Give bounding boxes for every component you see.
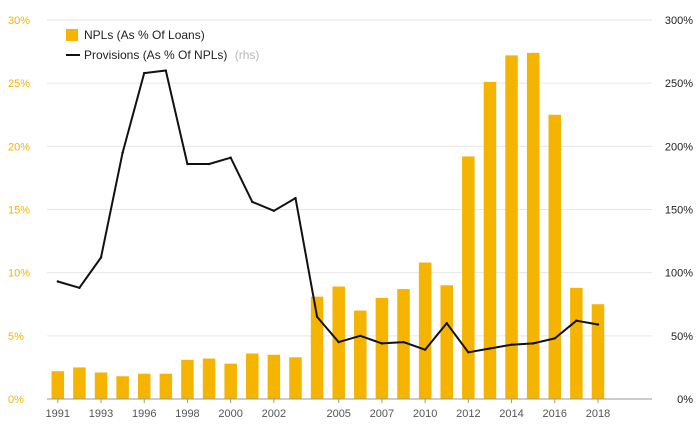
bar-npl: [591, 304, 605, 399]
y-tick-label-right: 0%: [677, 394, 693, 406]
point-provisions: [251, 200, 254, 204]
bar-npl: [181, 359, 194, 399]
point-provisions: [423, 348, 427, 351]
legend-label-provisions-main: Provisions (As % Of NPLs): [84, 48, 227, 62]
y-tick-label-right: 250%: [665, 78, 693, 90]
point-provisions: [337, 340, 340, 344]
y-tick-label-right: 50%: [671, 331, 693, 343]
x-tick-label: 1998: [175, 408, 199, 420]
x-tick-label: 2005: [326, 408, 350, 420]
bar-npl: [483, 81, 497, 400]
point-provisions: [596, 323, 600, 326]
bar-npl: [246, 353, 259, 399]
point-provisions: [164, 69, 168, 72]
y-tick-label-right: 300%: [665, 15, 693, 27]
bar-npl: [570, 287, 583, 399]
point-provisions: [207, 162, 211, 166]
line-provisions: [57, 69, 599, 354]
point-provisions: [445, 322, 448, 325]
bar-npl: [289, 357, 302, 399]
y-tick-label-right: 150%: [665, 205, 693, 217]
y-tick-label-left: 30%: [8, 15, 30, 27]
x-tick-label: 2002: [262, 408, 286, 420]
y-tick-label-left: 10%: [8, 268, 30, 280]
point-provisions: [56, 280, 60, 283]
bar-npl: [462, 156, 475, 399]
y-tick-label-left: 25%: [8, 78, 30, 90]
point-provisions: [186, 162, 189, 166]
x-tick-label: 1993: [89, 408, 113, 420]
legend: NPLs (As % Of Loans) Provisions (As % Of…: [66, 28, 259, 62]
x-tick-label: 2012: [456, 408, 480, 420]
y-tick-label-right: 100%: [665, 268, 693, 280]
bar-npl: [548, 114, 562, 399]
x-tick-label: 1996: [132, 408, 156, 420]
bar-npl: [137, 373, 151, 399]
y-tick-label-left: 15%: [8, 205, 30, 217]
legend-label-provisions-suffix: (rhs): [235, 48, 260, 62]
x-tick-label: 2010: [413, 408, 437, 420]
y-tick-label-left: 5%: [8, 331, 24, 343]
point-provisions: [575, 319, 578, 322]
point-provisions: [402, 340, 405, 344]
bar-npl: [116, 376, 129, 399]
point-provisions: [380, 342, 384, 345]
point-provisions: [553, 337, 556, 340]
bar-npl: [51, 371, 65, 399]
line-layer: [56, 69, 600, 354]
bar-npl: [310, 296, 324, 399]
point-provisions: [467, 351, 470, 354]
point-provisions: [272, 209, 276, 212]
bar-npl: [267, 354, 281, 399]
point-provisions: [99, 256, 103, 259]
bar-npl: [202, 358, 216, 399]
legend-swatch-npl: [66, 29, 78, 41]
bar-npl: [73, 367, 86, 399]
point-provisions: [531, 342, 535, 345]
point-provisions: [510, 343, 513, 346]
x-tick-label: 2014: [499, 408, 523, 420]
bar-npl: [505, 55, 518, 400]
x-tick-label: 1991: [46, 408, 70, 420]
bars-layer: [51, 52, 605, 400]
point-provisions: [488, 347, 492, 350]
bar-npl: [159, 373, 173, 399]
point-provisions: [294, 196, 297, 200]
axis-layer: 0% 0% 5% 50% 10% 100% 15% 150% 20% 200% 25% 250% 30%…: [8, 15, 693, 420]
x-tick-label: 2018: [586, 408, 610, 420]
bar-npl: [397, 289, 410, 399]
grid-layer: [47, 19, 652, 337]
point-provisions: [143, 71, 146, 75]
bar-npl: [440, 285, 453, 399]
point-provisions: [229, 156, 232, 159]
bar-npl: [418, 262, 432, 399]
legend-label-provisions: Provisions (As % Of NPLs) (rhs): [84, 48, 259, 62]
y-tick-label-left: 0%: [8, 394, 24, 406]
legend-label-npl: NPLs (As % Of Loans): [84, 28, 205, 42]
x-tick-label: 2016: [543, 408, 567, 420]
y-tick-label-right: 200%: [665, 141, 693, 153]
bar-npl: [224, 363, 237, 399]
bar-npl: [354, 310, 367, 399]
x-tick-label: 2000: [218, 408, 242, 420]
x-tick-label: 2007: [370, 408, 394, 420]
bar-npl: [526, 52, 540, 399]
point-provisions: [359, 334, 362, 338]
y-tick-label-left: 20%: [8, 141, 30, 153]
bar-npl: [375, 297, 389, 399]
point-provisions: [315, 315, 319, 319]
point-provisions: [121, 151, 124, 154]
point-provisions: [78, 286, 81, 290]
bar-npl: [94, 372, 108, 399]
